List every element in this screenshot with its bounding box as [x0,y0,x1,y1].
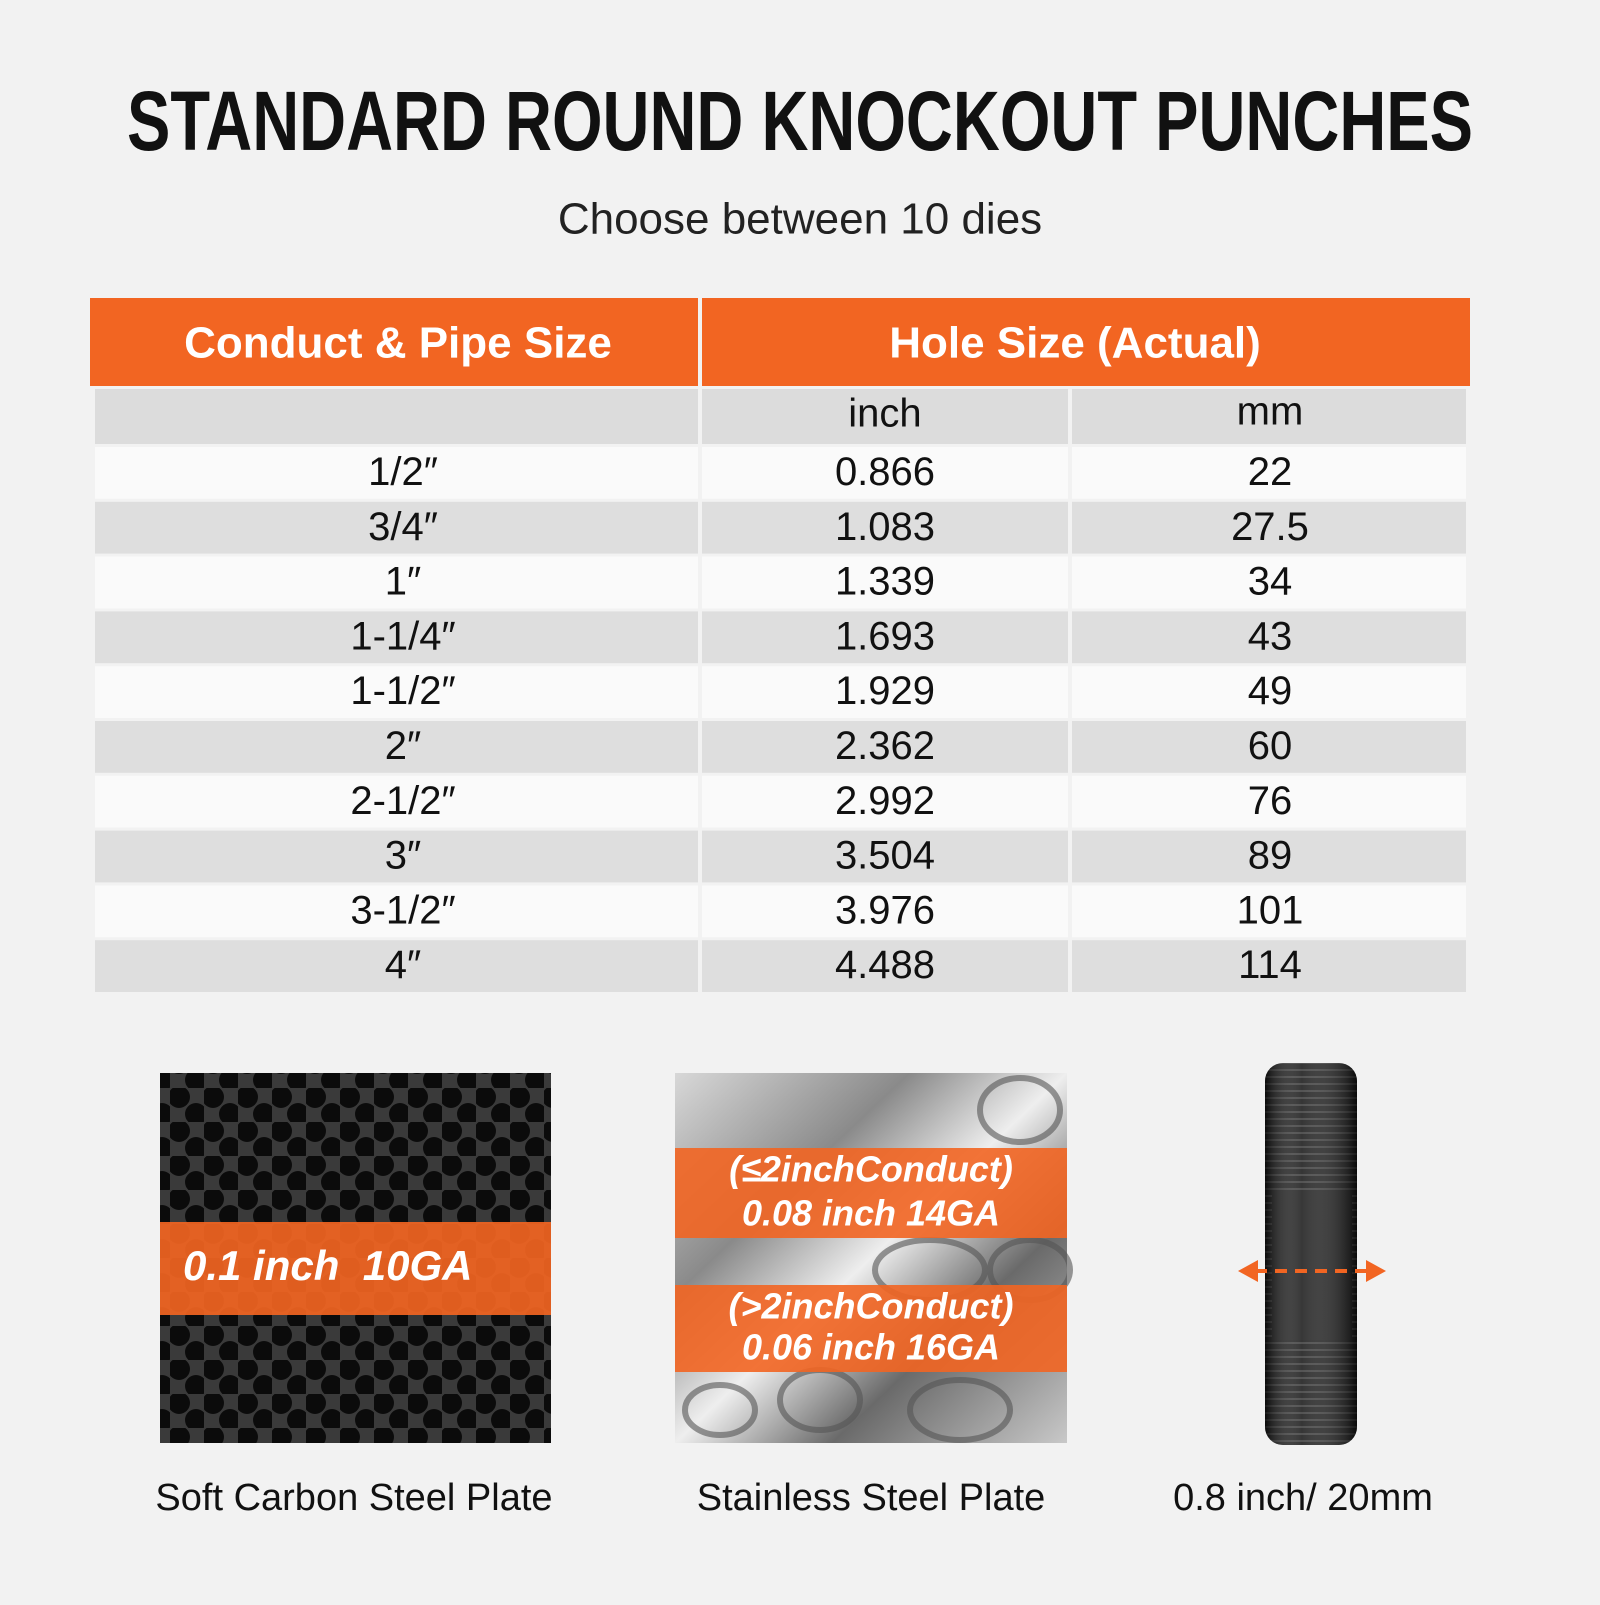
cell [1072,721,1466,773]
cell-text: 27.5 [1231,505,1309,549]
cell [95,666,698,718]
cell [95,447,698,499]
table-body: inch mm 1/2″ 0.866 22 3/4″ 1.083 27.5 1″ 1.339 3… [95,389,1466,992]
cell [95,611,698,664]
subheader: inch [848,392,921,436]
caption: Soft Carbon Steel Plate [155,1477,552,1519]
cell-text: 2.992 [835,779,935,823]
label-band [160,1222,551,1315]
cell [702,389,1068,444]
caption: Stainless Steel Plate [697,1477,1046,1519]
cell-text: 3.976 [835,888,935,932]
cell [1072,556,1466,609]
cell-text: 2-1/2″ [350,779,455,823]
cell-text: 1″ [385,560,421,604]
cell-text: 114 [1238,943,1302,987]
cell [702,721,1068,773]
cell [702,830,1068,883]
cell-text: 43 [1248,614,1293,658]
thickness-label: 0.1 inch 10GA [183,1242,472,1289]
cell-text: 1.083 [835,505,935,549]
cell-text: 3″ [385,834,421,878]
cell-text: 101 [1237,888,1304,932]
caption: 0.8 inch/ 20mm [1173,1477,1433,1519]
cell-text: 3/4″ [368,505,438,549]
cell [95,885,698,938]
cell [95,830,698,883]
cell [1072,940,1466,992]
cell-text: 60 [1248,724,1293,768]
cell [1072,611,1466,664]
cell-text: 1-1/2″ [350,669,455,713]
cell [95,556,698,609]
cell-text: 1.339 [835,560,935,604]
cell [95,775,698,828]
cell [702,775,1068,828]
cell [1072,775,1466,828]
cell [702,556,1068,609]
cell-text: 4.488 [835,943,935,987]
cell [702,447,1068,499]
cell-text: 4″ [385,943,421,987]
cell-text: 1-1/4″ [350,614,455,658]
cell-text: 3-1/2″ [350,888,455,932]
thickness-label: 0.08 inch 14GA [742,1193,1000,1234]
table-header-bg [90,298,1470,386]
cell [702,611,1068,664]
cell-text: 1.693 [835,614,935,658]
cell-text: 76 [1248,779,1293,823]
condition-label: (≤2inchConduct) [729,1149,1013,1190]
column-header: Conduct & Pipe Size [184,319,612,368]
cell-text: 0.866 [835,450,935,494]
cell [702,666,1068,718]
subtitle: Choose between 10 dies [558,195,1042,244]
cell-text: 1/2″ [368,450,438,494]
cell [702,940,1068,992]
thickness-label: 0.06 inch 16GA [742,1327,1000,1368]
draw-stud-image [1238,1063,1386,1445]
cell [1072,666,1466,718]
cell-text: 22 [1248,450,1293,494]
stainless-pipes-image [675,1073,1067,1443]
cell [1072,830,1466,883]
cell [95,389,698,444]
cell-text: 89 [1248,834,1293,878]
cell-text: 2.362 [835,724,935,768]
cell [702,885,1068,938]
cell [1072,389,1466,444]
cell [95,721,698,773]
cell [1072,885,1466,938]
label-band [675,1148,1067,1238]
cell-text: 2″ [385,724,421,768]
subheader: mm [1237,390,1304,434]
cell [1072,447,1466,499]
condition-label: (>2inchConduct) [729,1286,1014,1327]
cell-text: 3.504 [835,834,935,878]
cell-text: 1.929 [835,669,935,713]
title: STANDARD ROUND KNOCKOUT PUNCHES [127,74,1473,168]
cell [95,940,698,992]
cell [702,501,1068,554]
cell [95,501,698,554]
cell-text: 34 [1248,560,1293,604]
cell-text: 49 [1248,669,1293,713]
column-header: Hole Size (Actual) [889,319,1261,368]
divider [698,298,702,386]
cell [1072,501,1466,554]
label-band [675,1285,1067,1372]
